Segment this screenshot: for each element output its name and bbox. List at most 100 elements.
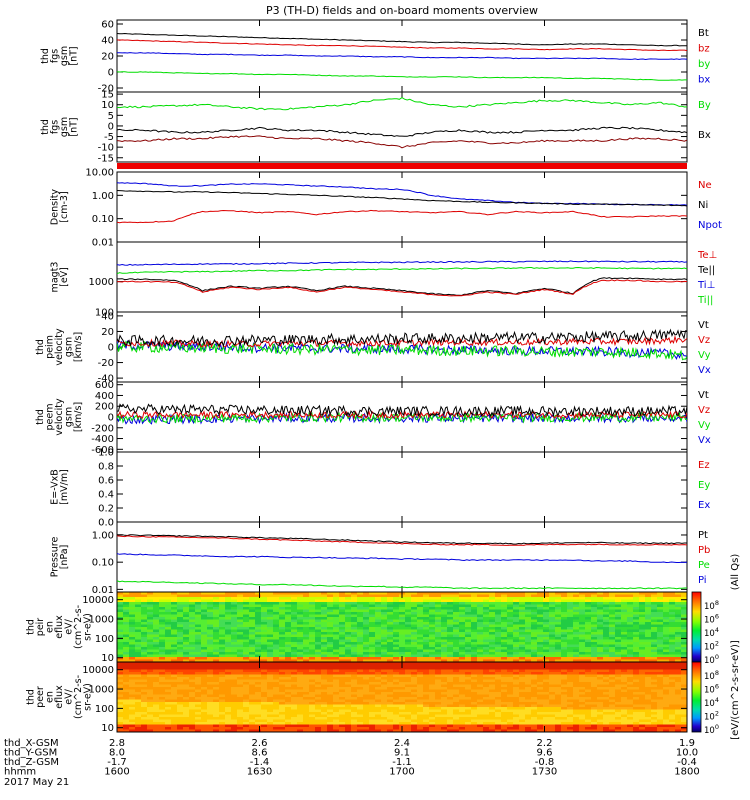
y-axis-label: thd	[26, 619, 37, 635]
series-Vx	[117, 340, 687, 360]
panel-frame	[116, 521, 688, 593]
panel-frame	[116, 171, 688, 243]
legend-Te⊥: Te⊥	[697, 250, 717, 261]
y-tick-label: 600	[95, 380, 114, 391]
mode-bar	[117, 163, 687, 169]
series-bz	[117, 39, 687, 52]
ephemeris-value: -0.8	[535, 757, 555, 768]
legend-Ti⊥: Ti⊥	[697, 280, 715, 291]
series-Ti⊥	[117, 260, 687, 266]
y-tick-label: 0.6	[98, 476, 114, 487]
series-Ti||	[117, 266, 687, 275]
panel-frame	[116, 451, 688, 523]
y-tick-label: -10	[98, 143, 114, 154]
legend-Vx: Vx	[698, 365, 711, 376]
legend-bz: bz	[698, 44, 710, 55]
y-tick-label: -20	[98, 84, 114, 95]
panel-peir-eflux: 10000 1000 100 10 thdpeirenefluxeV/(cm^2-s-s…	[26, 591, 688, 664]
y-axis-label: Density	[49, 189, 60, 225]
colorbar-tick: 100	[704, 723, 719, 736]
colorbar-tick: 104	[704, 626, 719, 639]
series-Vt	[117, 403, 687, 418]
ephemeris-row-label: thd_Z-GSM	[4, 757, 59, 768]
y-axis-label: eV/	[64, 618, 75, 634]
legend-Vt: Vt	[698, 320, 709, 331]
panel-pressure: 1.00 0.10 0.01 Pressure[nPa] Pt Pb Pe Pi	[49, 521, 710, 596]
y-tick-label: 1000	[89, 277, 114, 288]
series-Bt	[117, 32, 687, 47]
y-tick-label: 1.0	[98, 448, 114, 459]
y-tick-label: -200	[91, 423, 114, 434]
panel-efield: 1.0 0.8 0.6 0.4 0.2 0.0 E=-VxB[mV/m] Ez Ey Ex	[49, 448, 710, 529]
y-axis-label: [cm-3]	[59, 191, 70, 222]
ephemeris-value: -1.7	[107, 757, 127, 768]
y-tick-label: 0	[108, 413, 114, 424]
y-tick-label: 10.00	[85, 168, 114, 179]
y-tick-label: -400	[91, 434, 114, 445]
panel-density: 10.00 1.00 0.10 0.01 Density[cm-3] Ne Ni Npot	[49, 168, 722, 249]
legend-Npot: Npot	[698, 220, 722, 231]
legend-by: by	[698, 59, 710, 70]
y-axis-label: magt3	[49, 262, 60, 293]
y-tick-label: 10000	[82, 665, 114, 676]
ephemeris-value: 10.0	[676, 748, 698, 759]
y-axis-label: Pressure	[49, 537, 60, 578]
y-tick-label: 0.10	[92, 214, 114, 225]
y-axis-label: [eV]	[59, 267, 70, 287]
y-tick-label: 0.4	[98, 490, 114, 501]
spectrogram-peir-eflux	[117, 592, 687, 662]
ephemeris-value: 9.6	[537, 748, 553, 759]
y-tick-label: 60	[101, 20, 114, 31]
series-By	[117, 97, 687, 111]
y-tick-label: 20	[101, 52, 114, 63]
y-axis-label: fgs	[49, 49, 60, 63]
date-label: 2017 May 21	[4, 777, 69, 788]
y-tick-label: 10000	[82, 595, 114, 606]
y-tick-label: 100	[95, 704, 114, 715]
ephemeris-value: 1730	[532, 767, 557, 778]
series-Te⊥	[117, 279, 687, 297]
y-axis-label: peim	[45, 335, 56, 359]
y-tick-label: 0.2	[98, 504, 114, 515]
ephemeris-row-label: hhmm	[4, 767, 36, 778]
y-tick-label: 0.10	[92, 558, 114, 569]
ephemeris-value: 8.0	[109, 748, 125, 759]
panel-peer-eflux: 10000 1000 100 10 thdpeerenefluxeV/(cm^2-s-s…	[26, 661, 688, 734]
y-tick-label: 400	[95, 391, 114, 402]
y-tick-label: 5	[108, 111, 114, 122]
colorbar-label-top: (All Qs)	[730, 554, 741, 591]
ephemeris-value: -0.4	[677, 757, 697, 768]
colorbar-tick: 108	[704, 599, 719, 612]
y-tick-label: 15	[101, 90, 114, 101]
y-axis-label: [nT]	[68, 117, 79, 136]
y-axis-label: fgs	[49, 120, 60, 134]
y-axis-label: [nT]	[68, 46, 79, 65]
y-tick-label: 0.01	[92, 585, 114, 596]
ephemeris-value: 9.1	[394, 748, 410, 759]
y-tick-label: 0.0	[98, 518, 114, 529]
legend-Vy: Vy	[698, 350, 711, 361]
legend-Bx: Bx	[698, 130, 711, 141]
y-axis-label: gsm	[59, 117, 70, 137]
y-axis-label: sr-eV)	[83, 683, 94, 711]
y-axis-label: eflux	[54, 615, 65, 639]
series-Pe	[117, 580, 687, 590]
y-axis-label: (cm^2-s-	[73, 675, 84, 719]
y-tick-label: 0.01	[92, 238, 114, 249]
y-axis-label: [mV/m]	[59, 469, 70, 505]
ephemeris-value: 2.4	[394, 738, 410, 749]
y-tick-label: 100	[95, 308, 114, 319]
y-axis-label: thd	[40, 48, 51, 64]
ephemeris-value: 1600	[104, 767, 129, 778]
series-Bx	[117, 126, 687, 137]
series-Bxr	[117, 135, 687, 149]
y-tick-label: 1000	[89, 685, 114, 696]
legend-Vz: Vz	[698, 405, 710, 416]
series-Ne	[117, 209, 687, 224]
series-Te||	[117, 277, 687, 296]
legend-Pi: Pi	[698, 575, 707, 586]
y-tick-label: 10	[101, 723, 114, 734]
